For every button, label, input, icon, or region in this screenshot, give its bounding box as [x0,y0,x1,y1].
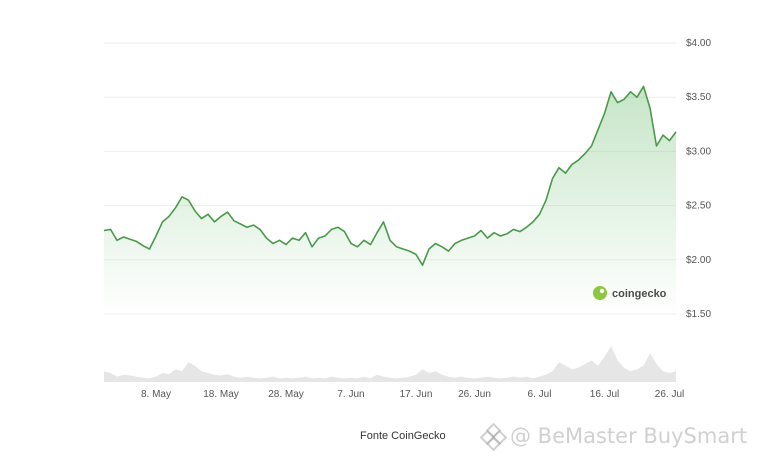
x-tick-label: 6. Jul [528,389,552,400]
price-area-fill [104,86,676,315]
x-tick-label: 28. May [268,389,304,400]
watermark-text: @ BeMaster BuySmart [510,424,748,448]
coingecko-logo-text: coingecko [612,288,667,300]
y-tick-label: $2.00 [686,255,711,266]
gecko-icon [593,286,607,300]
y-axis-ticks: $4.00 $3.50 $3.00 $2.50 $2.00 $1.50 [686,38,711,320]
y-tick-label: $1.50 [686,309,711,320]
x-tick-label: 26. Jul [655,389,684,400]
coingecko-logo: coingecko [593,286,667,300]
x-tick-label: 7. Jun [337,389,364,400]
binance-logo-icon [479,422,508,452]
y-tick-label: $4.00 [686,38,711,49]
y-tick-label: $2.50 [686,201,711,212]
x-tick-label: 8. May [141,389,171,400]
y-tick-label: $3.50 [686,92,711,103]
x-tick-label: 18. May [203,389,239,400]
watermark: @ BeMaster BuySmart [479,422,748,452]
x-axis-ticks: 8. May 18. May 28. May 7. Jun 17. Jun 26. Jun… [141,389,684,400]
volume-area [104,346,676,382]
volume-bars [104,346,676,382]
x-tick-label: 17. Jun [400,389,433,400]
source-caption: Fonte CoinGecko [360,430,446,442]
x-tick-label: 16. Jul [590,389,619,400]
y-tick-label: $3.00 [686,146,711,157]
gecko-eye-icon [599,288,605,294]
x-tick-label: 26. Jun [458,389,491,400]
price-line [103,85,677,266]
